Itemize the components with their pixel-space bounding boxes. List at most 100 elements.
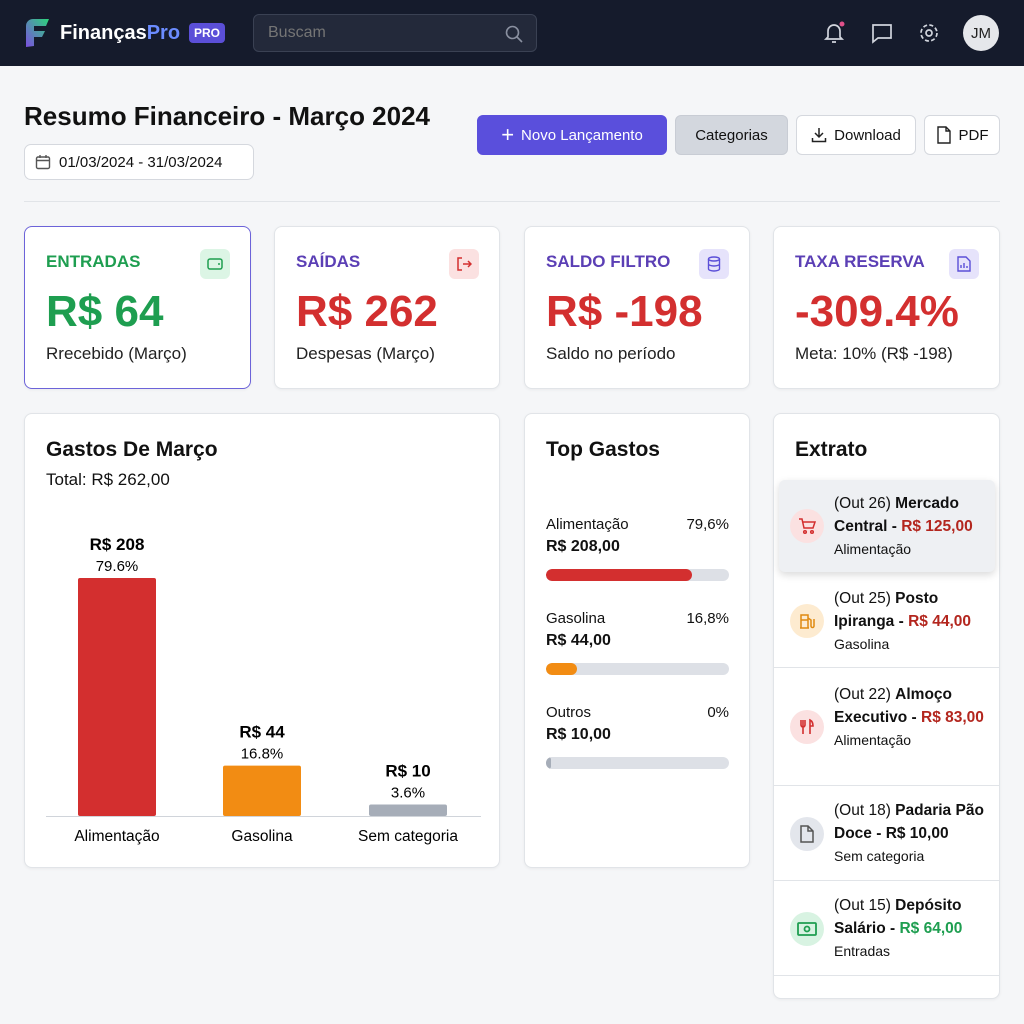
kpi-label: ENTRADAS (46, 252, 141, 271)
statement-item[interactable]: (Out 22) Almoço Executivo - R$ 83,00 Alim… (774, 668, 1000, 786)
item-name: Posto Ipiranga - (834, 590, 939, 630)
money-icon (790, 912, 824, 946)
logo-icon (26, 19, 49, 47)
top-expense-item[interactable]: Gasolina 16,8% R$ 44,00 (546, 610, 729, 675)
category-name: Gasolina (546, 610, 606, 627)
avatar[interactable]: JM (963, 15, 999, 51)
category-value: R$ 10,00 (546, 726, 611, 743)
progress-bar (546, 569, 729, 581)
expenses-chart-card: Gastos De Março Total: R$ 262,00 R$ 208 7… (24, 413, 500, 868)
kpi-card-saldo[interactable]: SALDO FILTRO R$ -198 Saldo no período (524, 226, 750, 389)
categories-button[interactable]: Categorias (675, 115, 788, 155)
pro-badge: PRO (189, 23, 226, 43)
item-category: Gasolina (834, 636, 890, 652)
category-name: Outros (546, 704, 592, 721)
brand-name[interactable]: FinançasPro (60, 22, 181, 44)
bar-percent-label: 79.6% (96, 558, 139, 575)
kpi-value: R$ -198 (546, 287, 703, 336)
statement-title: Extrato (795, 438, 868, 461)
bar-0[interactable] (78, 578, 156, 816)
statement-item[interactable]: (Out 15) Depósito Salário - R$ 64,00 Entr… (774, 881, 1000, 976)
kpi-subtitle: Meta: 10% (R$ -198) (795, 344, 953, 363)
search-input[interactable] (254, 15, 494, 51)
category-percent: 16,8% (686, 610, 729, 627)
kpi-card-entradas[interactable]: ENTRADAS R$ 64 Rrecebido (Março) (24, 226, 251, 389)
progress-bar (546, 757, 729, 769)
chat-icon[interactable] (870, 21, 894, 45)
search-box[interactable] (253, 14, 537, 52)
kpi-value: R$ 64 (46, 287, 164, 336)
new-entry-label: Novo Lançamento (521, 126, 643, 144)
category-value: R$ 208,00 (546, 538, 620, 555)
kpi-subtitle: Rrecebido (Março) (46, 344, 187, 363)
item-category: Sem categoria (834, 848, 925, 864)
top-nav: FinançasPro PRO JM (0, 0, 1024, 66)
item-category: Entradas (834, 943, 891, 959)
kpi-card-taxa[interactable]: TAXA RESERVA -309.4% Meta: 10% (R$ -198) (773, 226, 1000, 389)
pdf-button[interactable]: PDF (924, 115, 1000, 155)
kpi-label: SALDO FILTRO (546, 252, 671, 271)
bar-1[interactable] (223, 765, 301, 816)
file-icon (790, 817, 824, 851)
category-percent: 0% (707, 704, 729, 721)
kpi-subtitle: Despesas (Março) (296, 344, 435, 363)
item-category: Alimentação (834, 541, 912, 557)
bell-icon[interactable] (822, 21, 846, 45)
item-amount: R$ 10,00 (885, 825, 949, 842)
new-entry-button[interactable]: + Novo Lançamento (477, 115, 667, 155)
kpi-card-saidas[interactable]: SAÍDAS R$ 262 Despesas (Março) (274, 226, 500, 389)
download-button[interactable]: Download (796, 115, 916, 155)
top-expense-item[interactable]: Outros 0% R$ 10,00 (546, 704, 729, 769)
date-range-picker[interactable]: 01/03/2024 - 31/03/2024 (24, 144, 254, 180)
download-icon (811, 128, 827, 143)
download-label: Download (834, 126, 901, 144)
item-category: Alimentação (834, 732, 912, 748)
statement-item[interactable]: (Out 18) Padaria Pão Doce - R$ 10,00 Sem … (774, 786, 1000, 881)
category-percent: 79,6% (686, 516, 729, 533)
plus-icon: + (501, 122, 515, 147)
progress-bar (546, 663, 729, 675)
divider (24, 201, 1000, 202)
top-expenses-title: Top Gastos (546, 438, 660, 461)
bar-percent-label: 3.6% (391, 785, 425, 802)
top-expense-item[interactable]: Alimentação 79,6% R$ 208,00 (546, 516, 729, 581)
top-expenses-card: Top Gastos Alimentação 79,6% R$ 208,00 Gaso… (524, 413, 750, 868)
item-date: (Out 26) (834, 495, 896, 512)
page-title: Resumo Financeiro - Março 2024 (24, 101, 431, 131)
utensils-icon (790, 710, 824, 744)
database-icon (699, 249, 729, 279)
date-range-text: 01/03/2024 - 31/03/2024 (59, 153, 223, 171)
item-date: (Out 22) (834, 686, 896, 703)
x-tick-label: Gasolina (231, 828, 293, 845)
fuel-icon (790, 604, 824, 638)
statement-item[interactable]: (Out 25) Posto Ipiranga - R$ 44,00 Gasoli… (774, 574, 1000, 668)
statement-item[interactable]: (Out 26) Mercado Central - R$ 125,00 Alim… (779, 480, 995, 572)
chart-subtitle: Total: R$ 262,00 (46, 470, 170, 489)
kpi-label: TAXA RESERVA (795, 252, 925, 271)
bar-value-label: R$ 208 (90, 535, 145, 554)
item-name: Mercado Central - (834, 495, 959, 535)
logout-icon (449, 249, 479, 279)
cart-icon (790, 509, 824, 543)
progress-fill (546, 569, 692, 581)
kpi-value: -309.4% (795, 287, 959, 336)
item-date: (Out 18) (834, 802, 896, 819)
bar-2[interactable] (369, 804, 447, 816)
kpi-value: R$ 262 (296, 287, 438, 336)
item-name: Almoço Executivo - (834, 686, 953, 726)
x-tick-label: Sem categoria (358, 828, 458, 845)
kpi-label: SAÍDAS (296, 252, 361, 271)
calendar-icon (35, 155, 51, 170)
gear-icon[interactable] (917, 21, 941, 45)
wallet-icon (200, 249, 230, 279)
item-date: (Out 15) (834, 897, 896, 914)
x-tick-label: Alimentação (74, 828, 159, 845)
progress-fill (546, 757, 552, 769)
pdf-file-icon (936, 126, 951, 144)
item-name: Padaria Pão Doce - (834, 802, 984, 842)
bar-percent-label: 16.8% (241, 746, 284, 763)
kpi-subtitle: Saldo no período (546, 344, 676, 363)
search-icon[interactable] (504, 24, 524, 44)
bar-chart: R$ 208 79.6% Alimentação R$ 44 16.8% Gasolina… (46, 535, 481, 845)
report-icon (949, 249, 979, 279)
